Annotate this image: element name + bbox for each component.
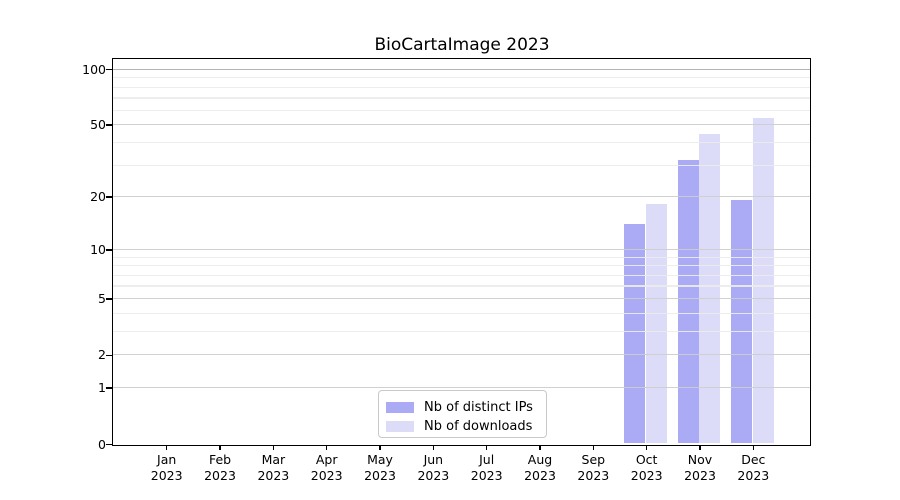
x-tick-label: Jun 2023 — [417, 452, 450, 484]
x-tick-label: Dec 2023 — [737, 452, 770, 484]
gridline-minor — [113, 285, 810, 287]
y-tick-mark — [106, 354, 112, 357]
y-tick-mark — [106, 68, 112, 71]
y-tick-mark — [106, 443, 112, 446]
gridline-minor — [113, 256, 810, 258]
chart-title: BioCartaImage 2023 — [374, 35, 550, 55]
x-tick-label: Nov 2023 — [684, 452, 716, 484]
bar-distinct-ips — [624, 223, 646, 444]
legend-item-downloads: Nb of downloads — [386, 417, 546, 436]
x-tick-mark — [592, 445, 595, 450]
y-tick-label: 10 — [90, 241, 106, 257]
y-tick-label: 0 — [98, 436, 106, 452]
legend-swatch-distinct-ips — [386, 402, 414, 413]
x-tick-mark — [379, 445, 381, 450]
y-tick-label: 50 — [90, 117, 106, 133]
bar-downloads — [646, 204, 668, 444]
bar-distinct-ips — [677, 159, 699, 444]
x-tick-mark — [699, 445, 701, 450]
bar-downloads — [699, 134, 721, 444]
x-tick-mark — [272, 445, 275, 450]
gridline-minor — [113, 97, 810, 99]
x-tick-label: Sep 2023 — [577, 452, 610, 484]
gridline-major — [113, 196, 810, 198]
y-tick-mark — [106, 124, 112, 126]
x-tick-mark — [752, 445, 755, 450]
x-tick-label: Oct 2023 — [630, 452, 663, 484]
gridline-minor — [113, 265, 810, 267]
gridline-major — [113, 68, 810, 70]
gridline-major — [113, 297, 810, 300]
gridline-minor — [113, 86, 810, 88]
gridline-minor — [113, 77, 810, 79]
plot-area — [112, 58, 811, 446]
gridline-major — [113, 354, 810, 356]
bar-distinct-ips — [730, 200, 752, 444]
x-tick-label: Feb 2023 — [204, 452, 236, 484]
legend-label-downloads: Nb of downloads — [424, 419, 533, 434]
x-tick-mark — [165, 445, 168, 450]
gridline-minor — [113, 330, 810, 333]
x-tick-mark — [645, 445, 648, 450]
gridline-minor — [113, 109, 810, 111]
y-tick-label: 100 — [82, 61, 106, 77]
x-tick-label: Apr 2023 — [310, 452, 343, 484]
x-tick-mark — [432, 445, 435, 450]
x-tick-mark — [539, 445, 541, 450]
gridline-minor — [113, 164, 810, 166]
gridline-major — [113, 124, 810, 126]
y-tick-mark — [106, 196, 112, 198]
y-tick-mark — [106, 298, 112, 300]
x-tick-label: Jul 2023 — [470, 452, 503, 484]
x-tick-label: May 2023 — [364, 452, 396, 484]
y-tick-label: 1 — [98, 380, 106, 396]
x-tick-label: Aug 2023 — [524, 452, 556, 484]
y-tick-mark — [106, 249, 112, 251]
gridline-major — [113, 387, 810, 389]
legend: Nb of distinct IPs Nb of downloads — [378, 390, 547, 438]
y-tick-mark — [106, 387, 112, 389]
x-tick-label: Mar 2023 — [257, 452, 290, 484]
gridline-minor — [113, 312, 810, 314]
legend-swatch-downloads — [386, 421, 414, 432]
y-tick-label: 5 — [98, 291, 106, 307]
x-tick-mark — [219, 445, 221, 450]
x-tick-mark — [485, 445, 488, 450]
gridline-minor — [113, 141, 810, 144]
bar-downloads — [752, 118, 774, 444]
y-tick-label: 20 — [90, 189, 106, 205]
legend-label-distinct-ips: Nb of distinct IPs — [424, 400, 533, 415]
y-tick-label: 2 — [98, 347, 106, 363]
legend-item-distinct-ips: Nb of distinct IPs — [386, 398, 546, 417]
gridline-minor — [113, 274, 810, 276]
x-tick-label: Jan 2023 — [150, 452, 183, 484]
x-tick-mark — [325, 445, 328, 450]
gridline-major — [113, 248, 810, 250]
